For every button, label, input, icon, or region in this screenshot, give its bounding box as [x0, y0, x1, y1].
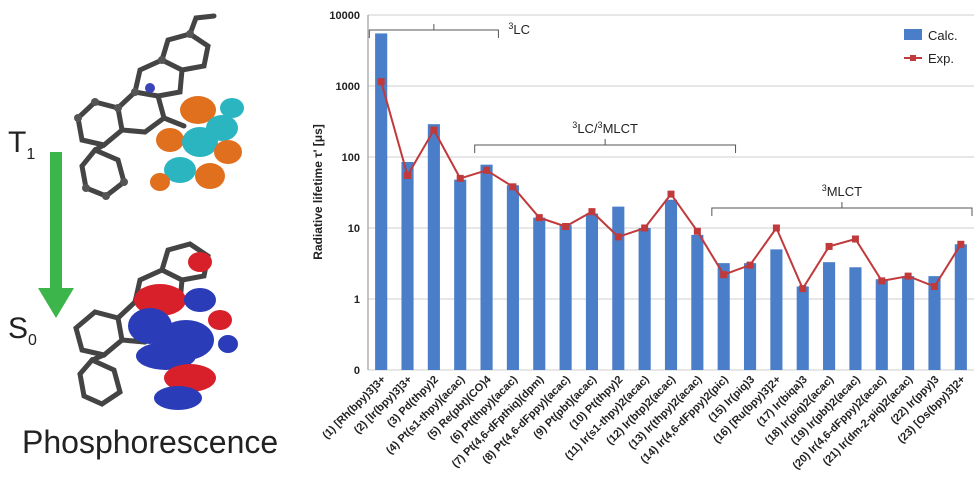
calc-bar [480, 164, 493, 370]
region-label: 3LC [508, 21, 530, 37]
y-tick-label: 10 [348, 223, 360, 235]
y-tick-label: 1 [354, 294, 360, 306]
calc-bar [823, 262, 836, 370]
calc-bar [875, 279, 888, 370]
legend-calc-swatch [904, 29, 922, 40]
exp-point [641, 224, 649, 232]
calc-bar [506, 185, 519, 370]
calc-bar [717, 263, 730, 370]
calc-bar [454, 179, 467, 370]
calc-bar [849, 267, 862, 370]
region-label: 3MLCT [822, 183, 862, 199]
legend-exp-marker [910, 55, 916, 61]
s0-orbital-lobes [128, 252, 238, 410]
legend-calc-label: Calc. [928, 28, 958, 43]
region-annotations: 3LC 3LC/3MLCT 3MLCT [368, 21, 973, 216]
exp-point [799, 285, 807, 293]
x-axis-labels: (1) [Rh(bpy)3]3+(2) [Ir(bpy)3]3+(3) Pd(t… [320, 373, 968, 472]
calc-bar [375, 33, 388, 370]
exp-point [825, 242, 833, 250]
calc-bar [928, 276, 941, 370]
calc-bar [770, 249, 783, 370]
molecule-illustration [38, 13, 244, 410]
phosphorescence-caption: Phosphorescence [22, 424, 279, 460]
calc-bar [401, 162, 414, 370]
exp-point [456, 174, 464, 182]
exp-line [377, 78, 965, 293]
y-tick-label: 10000 [329, 10, 360, 22]
exp-point [404, 171, 412, 179]
exp-point [509, 183, 517, 191]
y-tick-label: 0 [354, 365, 360, 377]
exp-point [614, 233, 622, 241]
region-label: 3LC/3MLCT [572, 120, 638, 136]
exp-point [377, 78, 385, 86]
calc-bars [375, 33, 967, 370]
y-axis-ticks: 0 1 10 100 1000 10000 [329, 10, 360, 377]
exp-point [930, 282, 938, 290]
calc-bar [559, 225, 572, 370]
exp-point [667, 190, 675, 198]
exp-point [535, 214, 543, 222]
state-s0-label: S0 [8, 312, 37, 349]
calc-bar [743, 263, 757, 370]
calc-bar [664, 199, 678, 370]
t1-atoms [74, 30, 194, 200]
region-brace [711, 202, 973, 216]
calc-bar [954, 244, 967, 370]
calc-bar [691, 234, 704, 370]
exp-point [562, 222, 570, 230]
exp-point [851, 235, 859, 243]
exp-point [720, 271, 728, 279]
calc-bar [533, 217, 546, 370]
exp-point [693, 227, 701, 235]
calc-bar [638, 228, 651, 370]
y-axis-label: Radiative lifetime τ' [μs] [311, 124, 325, 260]
calc-bar [612, 206, 625, 370]
y-tick-label: 100 [342, 152, 360, 164]
region-brace [368, 24, 499, 38]
y-tick-label: 1000 [336, 81, 360, 93]
exp-point [904, 272, 912, 280]
legend-exp-label: Exp. [928, 51, 954, 66]
transition-arrow [38, 152, 74, 318]
calc-bar [427, 124, 440, 370]
calc-bar [585, 213, 599, 370]
exp-point [430, 126, 438, 134]
exp-point [957, 240, 965, 248]
exp-point [746, 261, 754, 269]
t1-orbital-lobes [150, 96, 244, 191]
region-brace [474, 139, 737, 153]
calc-bar [902, 276, 915, 370]
exp-point [483, 166, 491, 174]
lifetime-chart: 0 1 10 100 1000 10000 Radiative lifetime τ' [… [311, 10, 974, 472]
legend: Calc. Exp. [904, 28, 958, 66]
calc-bar [796, 286, 809, 370]
exp-point [878, 277, 886, 285]
state-t1-label: T1 [8, 126, 36, 163]
exp-point [588, 208, 596, 216]
exp-point [772, 224, 780, 232]
